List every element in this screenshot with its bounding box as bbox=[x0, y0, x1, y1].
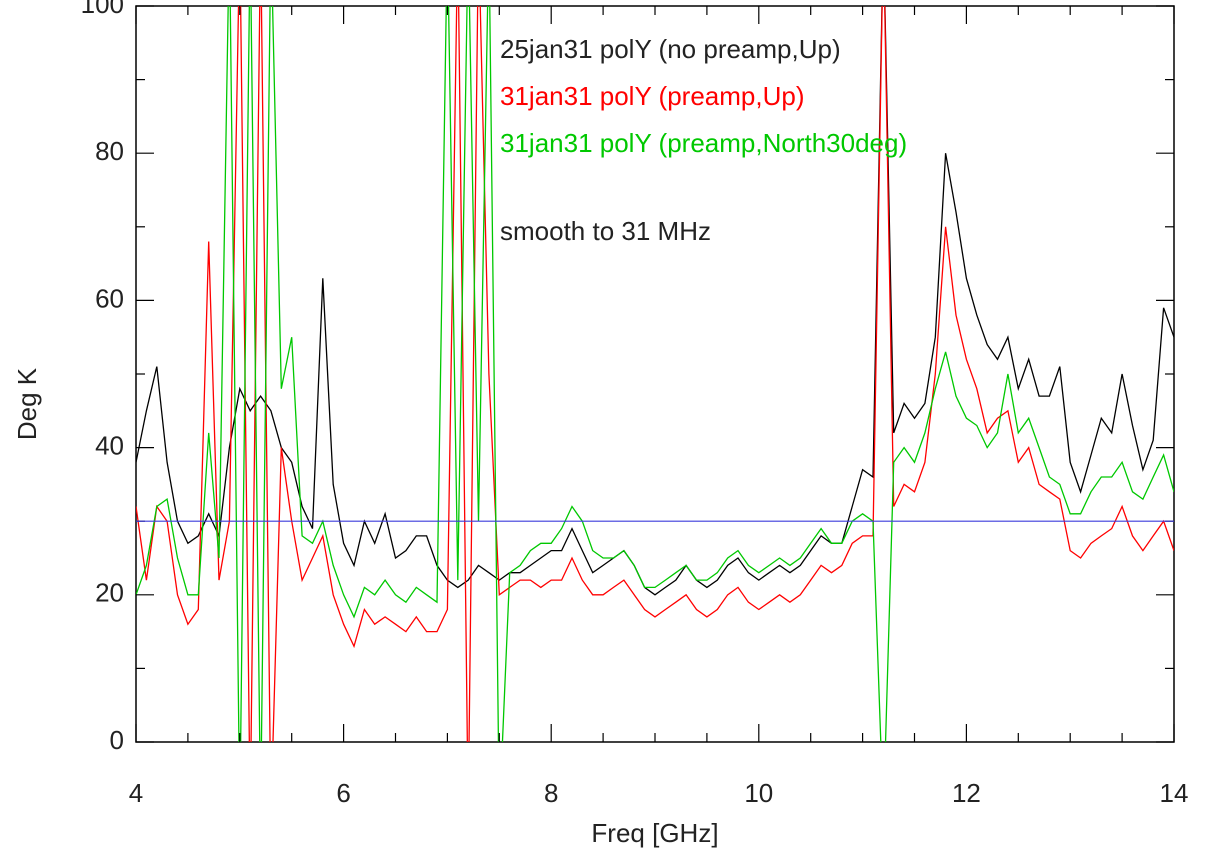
y-tick-label: 40 bbox=[95, 430, 124, 460]
y-tick-label: 20 bbox=[95, 578, 124, 608]
x-tick-label: 14 bbox=[1160, 778, 1189, 808]
x-axis-label: Freq [GHz] bbox=[591, 818, 718, 848]
x-tick-label: 6 bbox=[336, 778, 350, 808]
series-line bbox=[136, 6, 1174, 742]
y-axis-label: Deg K bbox=[12, 367, 42, 440]
x-tick-label: 4 bbox=[129, 778, 143, 808]
legend-label: 31jan31 polY (preamp,North30deg) bbox=[500, 128, 907, 158]
x-tick-label: 10 bbox=[744, 778, 773, 808]
legend-label: 31jan31 polY (preamp,Up) bbox=[500, 81, 804, 111]
plot-frame bbox=[135, 5, 1175, 743]
y-tick-label: 100 bbox=[81, 0, 124, 19]
series-line bbox=[136, 6, 1174, 742]
x-tick-label: 12 bbox=[952, 778, 981, 808]
y-tick-label: 80 bbox=[95, 136, 124, 166]
y-tick-label: 60 bbox=[95, 283, 124, 313]
x-tick-label: 8 bbox=[544, 778, 558, 808]
legend-label: 25jan31 polY (no preamp,Up) bbox=[500, 34, 841, 64]
y-tick-label: 0 bbox=[110, 725, 124, 755]
plot-area bbox=[136, 6, 1174, 742]
annotation: smooth to 31 MHz bbox=[500, 216, 711, 246]
